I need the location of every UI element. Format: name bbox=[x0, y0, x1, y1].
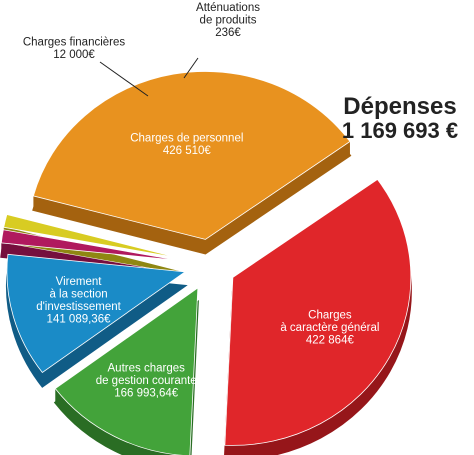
leader-line bbox=[183, 57, 199, 79]
pie-slice-label-line: d'investissement bbox=[36, 301, 121, 313]
pie-slice-label-line: 166 993,64€ bbox=[114, 388, 179, 400]
pie-slice-label-line: 12 000€ bbox=[53, 49, 95, 61]
pie-slice-label: Charges financières 12 000€ bbox=[23, 37, 126, 62]
pie-slice-label: Atténuations de produits 236€ bbox=[196, 2, 260, 39]
pie-slice-label: Virement à la section d'investissement 141 … bbox=[36, 276, 121, 326]
pie-slice-label: Charges de personnel 426 510€ bbox=[130, 132, 243, 157]
chart-title: Dépenses bbox=[343, 93, 457, 120]
pie-slice[interactable] bbox=[224, 178, 412, 446]
pie-slice-label-line: Charges de personnel bbox=[130, 132, 243, 144]
pie-slice-label-line: à la section bbox=[49, 288, 107, 300]
pie-slice[interactable] bbox=[6, 253, 187, 374]
chart-total: 1 169 693 € bbox=[341, 118, 459, 144]
slice-tops bbox=[0, 71, 412, 455]
pie-slice-label-line: de produits bbox=[200, 15, 257, 27]
pie-slice-label-line: Atténuations bbox=[196, 2, 260, 14]
total-block: Dépenses 1 169 693 € bbox=[330, 94, 470, 143]
pie-slice-label-line: 141 089,36€ bbox=[47, 313, 112, 325]
pie-slice-label-line: Charges financières bbox=[23, 37, 126, 49]
pie-slice-edge bbox=[55, 388, 179, 455]
leader-line bbox=[99, 61, 149, 97]
pie-slice-label-line: Virement bbox=[56, 276, 103, 288]
pie-slice-edge bbox=[6, 254, 43, 387]
pie-slice-label-line: 426 510€ bbox=[163, 145, 212, 157]
pie-slice-label-line: 236€ bbox=[215, 27, 241, 39]
pie-slice-label-line: 422 864€ bbox=[306, 335, 355, 347]
pie-slice-label-line: de gestion courante bbox=[96, 375, 197, 387]
slice-labels: Charges de personnel 426 510€ Charges à car… bbox=[23, 2, 380, 400]
pie-slice[interactable] bbox=[3, 213, 179, 259]
pie-slice-label: Charges à caractère général 422 864€ bbox=[280, 310, 379, 347]
pie-slice-label-line: Charges bbox=[308, 310, 352, 322]
pie-slice-label: Autres charges de gestion courante 166 993… bbox=[96, 363, 197, 400]
pie-slice-label-line: à caractère général bbox=[280, 322, 379, 334]
pie-slice[interactable] bbox=[0, 229, 179, 261]
pie-slice-label-line: Autres charges bbox=[108, 363, 186, 375]
pie-slice[interactable] bbox=[32, 71, 351, 240]
